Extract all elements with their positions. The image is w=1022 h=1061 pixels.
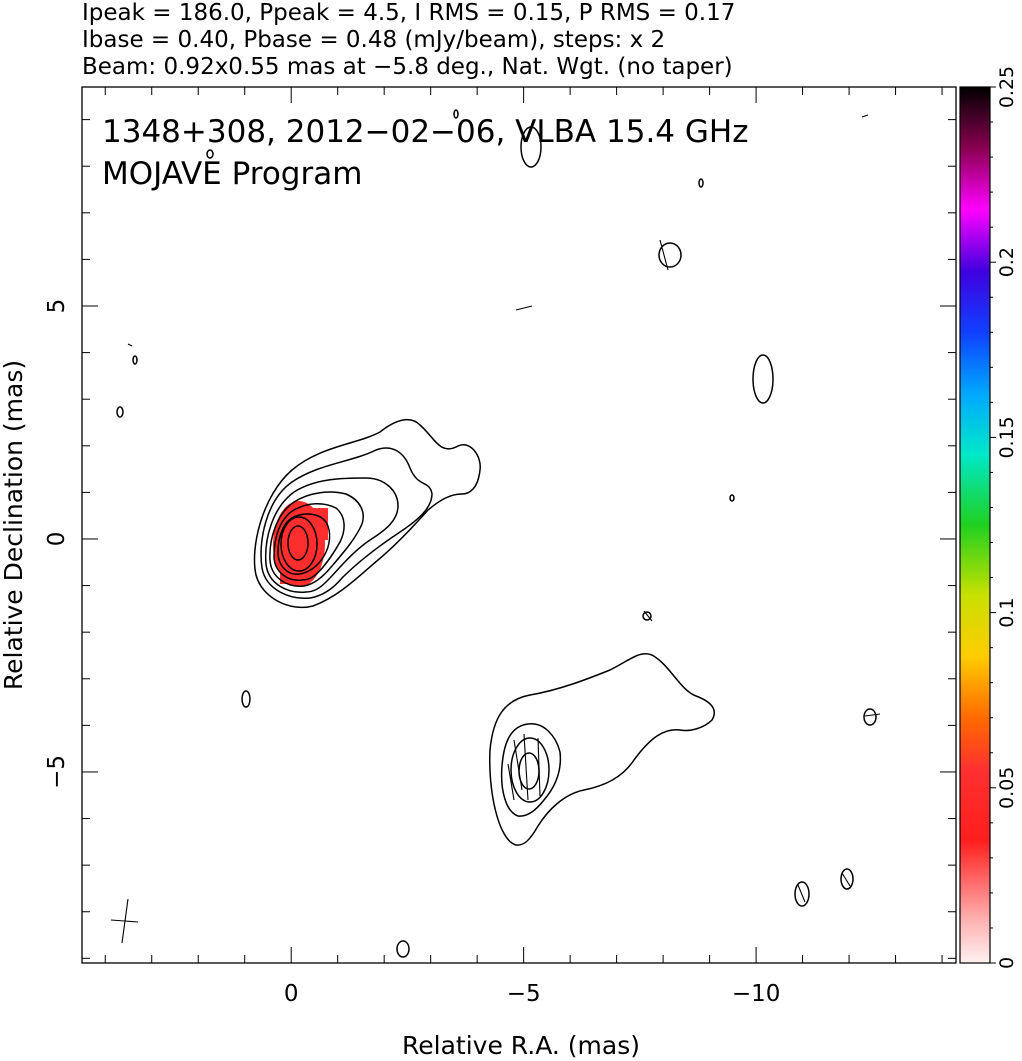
- colorbar-tick-label: 0.15: [996, 416, 1018, 458]
- noise-contour: [453, 109, 459, 119]
- core-contour-4: [269, 491, 364, 587]
- y-tick-label: −5: [44, 755, 70, 789]
- y-tick-label: 0: [44, 532, 70, 547]
- noise-contour: [396, 940, 410, 958]
- noise-contour: [863, 708, 877, 726]
- colorbar-tick-label: 0.25: [996, 66, 1018, 108]
- colorbar-ticks: 0 0.05 0.1 0.15 0.2 0.25: [990, 66, 1018, 969]
- header-beam-line: Beam: 0.92x0.55 mas at −5.8 deg., Nat. W…: [82, 54, 733, 80]
- y-axis-label: Relative Declination (mas): [0, 360, 28, 690]
- colorbar: [959, 86, 991, 964]
- noise-contour: [116, 406, 124, 418]
- colorbar-tick-label: 0: [996, 957, 1018, 969]
- plot-title-line1: 1348+308, 2012−02−06, VLBA 15.4 GHz: [102, 114, 748, 150]
- evpa-vector: [127, 343, 133, 347]
- noise-contour: [794, 881, 810, 907]
- secondary-contour-2: [500, 723, 562, 817]
- core-contour-8: [287, 525, 309, 561]
- plot-area: 1348+308, 2012−02−06, VLBA 15.4 GHz MOJA…: [102, 109, 881, 958]
- secondary-component-contours: [488, 653, 716, 846]
- evpa-vector: [643, 610, 653, 622]
- core-contour-5: [273, 503, 345, 581]
- x-tick-label: −5: [507, 981, 541, 1007]
- colorbar-tick-label: 0.1: [996, 597, 1018, 627]
- noise-contour: [752, 354, 774, 404]
- core-contour-7: [280, 516, 318, 572]
- noise-contour: [729, 494, 735, 502]
- x-axis-label: Relative R.A. (mas): [402, 1031, 640, 1060]
- header-base-line: Ibase = 0.40, Pbase = 0.48 (mJy/beam), s…: [82, 27, 665, 53]
- plot-title-line2: MOJAVE Program: [102, 156, 362, 192]
- secondary-contour-4: [518, 752, 540, 790]
- core-contours: [253, 418, 481, 609]
- evpa-vector: [507, 763, 515, 801]
- x-tick-label: −10: [732, 981, 781, 1007]
- noise-contour: [520, 126, 542, 168]
- evpa-vector: [797, 884, 806, 903]
- core-contour-6: [277, 513, 331, 575]
- secondary-contour-3: [510, 737, 550, 803]
- noise-contour: [206, 149, 214, 159]
- x-tick-label: 0: [284, 981, 299, 1007]
- evpa-vector: [537, 737, 541, 797]
- evpa-vector: [861, 114, 869, 118]
- y-tick-label: 5: [44, 299, 70, 314]
- beam-marker: [110, 898, 139, 944]
- colorbar-tick-label: 0.2: [996, 247, 1018, 277]
- noise-contour: [642, 611, 652, 621]
- core-contour-1: [253, 418, 481, 609]
- evpa-vector: [513, 739, 523, 791]
- secondary-contour-1: [488, 653, 716, 846]
- colorbar-tick-label: 0.05: [996, 767, 1018, 809]
- noise-contour: [132, 355, 138, 365]
- noise-contour: [698, 178, 704, 188]
- axis-ticks: 0 −5 −10 −5 0 5: [44, 87, 956, 1007]
- noise-contours: [116, 109, 877, 958]
- evpa-vector: [841, 872, 851, 887]
- evpa-vector: [659, 239, 669, 271]
- polarized-core-ext1: [310, 508, 328, 540]
- polarization-vectors: [127, 114, 881, 903]
- plot-frame: [81, 86, 957, 964]
- noise-contour: [840, 868, 854, 890]
- evpa-vector: [515, 305, 533, 311]
- beam-minor-axis: [110, 919, 139, 923]
- noise-contour: [658, 242, 682, 268]
- evpa-vector: [523, 733, 529, 801]
- header-stats-line: Ipeak = 186.0, Ppeak = 4.5, I RMS = 0.15…: [82, 0, 735, 26]
- evpa-vector: [864, 713, 881, 717]
- core-contour-3: [264, 477, 399, 593]
- core-contour-2: [260, 447, 433, 599]
- noise-contour: [241, 690, 251, 708]
